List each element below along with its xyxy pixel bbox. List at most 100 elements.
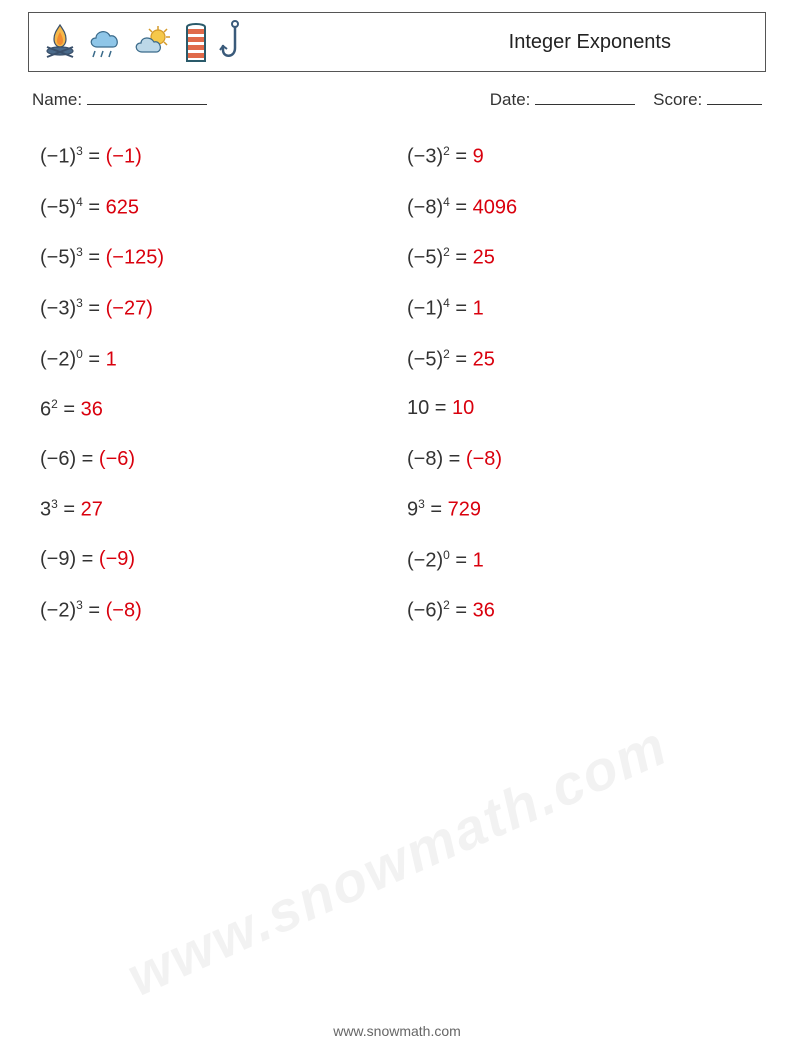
problem-exponent: 4 — [443, 195, 450, 209]
problem-base: (−2) — [40, 600, 76, 622]
problem-answer: 625 — [106, 196, 139, 218]
equals-sign: = — [76, 448, 99, 470]
problem-base: (−5) — [40, 196, 76, 218]
problem-exponent: 0 — [443, 548, 450, 562]
cloud-icon — [85, 25, 125, 59]
problem: (−2)0 = 1 — [40, 347, 387, 372]
equals-sign: = — [450, 298, 473, 320]
equals-sign: = — [450, 600, 473, 622]
equals-sign: = — [425, 499, 448, 521]
problem-exponent: 2 — [443, 245, 450, 259]
problem-base: (−3) — [407, 146, 443, 168]
equals-sign: = — [58, 399, 81, 421]
problem-answer: 10 — [452, 397, 474, 419]
problem-base: (−8) — [407, 448, 443, 470]
ladder-icon — [181, 21, 211, 63]
equals-sign: = — [83, 600, 106, 622]
problem-exponent: 3 — [76, 296, 83, 310]
equals-sign: = — [450, 146, 473, 168]
problem: (−1)3 = (−1) — [40, 144, 387, 169]
problem-base: 3 — [40, 499, 51, 521]
problem: (−8)4 = 4096 — [407, 195, 754, 220]
problem: (−6) = (−6) — [40, 448, 387, 471]
problem: (−5)4 = 625 — [40, 195, 387, 220]
problem: (−2)3 = (−8) — [40, 598, 387, 623]
equals-sign: = — [450, 549, 473, 571]
problem-exponent: 2 — [443, 598, 450, 612]
problem-base: (−5) — [407, 247, 443, 269]
problem-answer: (−9) — [99, 548, 135, 570]
problem-answer: 1 — [473, 549, 484, 571]
date-field: Date: — [490, 90, 635, 110]
problem-exponent: 0 — [76, 347, 83, 361]
problem-answer: 25 — [473, 348, 495, 370]
date-label: Date: — [490, 90, 531, 109]
campfire-icon — [43, 23, 77, 61]
equals-sign: = — [83, 247, 106, 269]
problem-base: 9 — [407, 499, 418, 521]
equals-sign: = — [443, 448, 466, 470]
problem-base: (−2) — [407, 549, 443, 571]
problem: (−9) = (−9) — [40, 548, 387, 573]
problem-base: (−5) — [407, 348, 443, 370]
problem-base: (−1) — [407, 298, 443, 320]
equals-sign: = — [450, 247, 473, 269]
problem-exponent: 2 — [51, 397, 58, 411]
equals-sign: = — [450, 348, 473, 370]
problem: 10 = 10 — [407, 397, 754, 422]
problem-base: (−1) — [40, 146, 76, 168]
problem-exponent: 2 — [443, 347, 450, 361]
problem-base: (−6) — [407, 600, 443, 622]
equals-sign: = — [83, 348, 106, 370]
problem-base: (−3) — [40, 298, 76, 320]
hook-icon — [219, 20, 245, 64]
problem-exponent: 4 — [76, 195, 83, 209]
problem-base: 6 — [40, 399, 51, 421]
equals-sign: = — [83, 196, 106, 218]
problem-answer: 27 — [81, 499, 103, 521]
problem-exponent: 3 — [76, 598, 83, 612]
name-label: Name: — [32, 90, 82, 109]
problem-base: (−5) — [40, 247, 76, 269]
equals-sign: = — [83, 298, 106, 320]
date-blank — [535, 91, 635, 105]
watermark: www.snowmath.com — [117, 712, 677, 1009]
score-blank — [707, 91, 762, 105]
problem-exponent: 3 — [51, 497, 58, 511]
worksheet-title: Integer Exponents — [509, 31, 671, 54]
problem-answer: (−8) — [106, 600, 142, 622]
problem: (−5)3 = (−125) — [40, 245, 387, 270]
problem-answer: 36 — [473, 600, 495, 622]
meta-row: Name: Date: Score: — [28, 90, 766, 110]
name-blank — [87, 91, 207, 105]
worksheet-page: Integer Exponents Name: Date: Score: (−1… — [0, 0, 794, 623]
problem: (−3)2 = 9 — [407, 144, 754, 169]
problem-answer: (−125) — [106, 247, 164, 269]
problem-answer: 729 — [448, 499, 481, 521]
problem-base: (−2) — [40, 348, 76, 370]
problem-answer: 4096 — [473, 196, 518, 218]
equals-sign: = — [76, 548, 99, 570]
equals-sign: = — [58, 499, 81, 521]
equals-sign: = — [429, 397, 452, 419]
problem: (−5)2 = 25 — [407, 347, 754, 372]
problem: (−3)3 = (−27) — [40, 296, 387, 321]
problem-exponent: 3 — [418, 497, 425, 511]
problem: 62 = 36 — [40, 397, 387, 422]
equals-sign: = — [450, 196, 473, 218]
problem: (−6)2 = 36 — [407, 598, 754, 623]
problem: 93 = 729 — [407, 497, 754, 522]
problem-base: (−6) — [40, 448, 76, 470]
sun-icon — [133, 24, 173, 60]
problem-answer: 1 — [106, 348, 117, 370]
problem-exponent: 3 — [76, 144, 83, 158]
problem-base: (−9) — [40, 548, 76, 570]
header-box: Integer Exponents — [28, 12, 766, 72]
name-field: Name: — [32, 90, 207, 110]
score-label: Score: — [653, 90, 702, 109]
equals-sign: = — [83, 146, 106, 168]
problem: (−5)2 = 25 — [407, 245, 754, 270]
problem-answer: 1 — [473, 298, 484, 320]
problem-exponent: 4 — [443, 296, 450, 310]
problem-exponent: 2 — [443, 144, 450, 158]
